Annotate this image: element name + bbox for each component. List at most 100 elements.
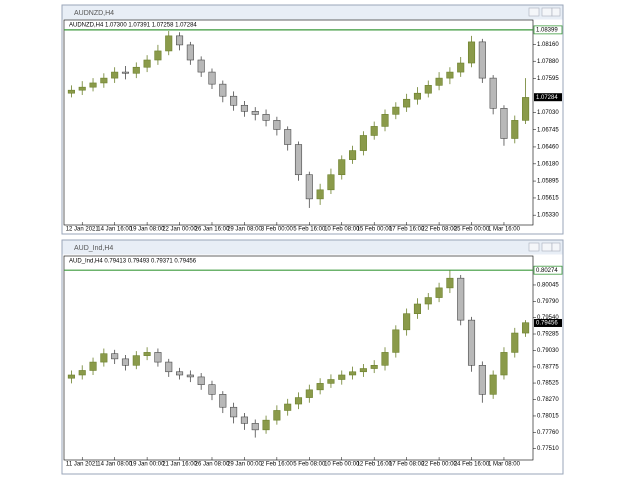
candle-body: [273, 410, 281, 421]
last-price-tag: [534, 93, 562, 102]
y-tick-label: 1.05895: [537, 179, 559, 185]
candle-body: [457, 277, 465, 321]
x-tick-label: 21 Jan 16:00: [162, 462, 197, 468]
candle-body: [338, 374, 346, 380]
y-tick-label: 0.78015: [537, 414, 559, 420]
candle-body: [240, 104, 248, 112]
y-tick-label: 1.06745: [537, 127, 559, 133]
y-tick-label: 1.06180: [537, 161, 559, 167]
y-tick-label: 0.78775: [537, 364, 559, 370]
candle-body: [273, 120, 281, 130]
candle-body: [230, 95, 238, 106]
candle-body: [500, 108, 508, 139]
candle-body: [78, 86, 86, 91]
last-price-tag: [534, 318, 562, 327]
y-tick-label: 1.07030: [537, 110, 559, 116]
x-tick-label: 15 Feb 00:00: [357, 227, 393, 233]
candle-body: [176, 371, 184, 376]
x-tick-label: 5 Feb 16:00: [293, 227, 326, 233]
candle-body: [403, 98, 411, 108]
candle-body: [208, 384, 216, 395]
candle-body: [446, 277, 454, 289]
y-tick-label: 1.07595: [537, 76, 559, 82]
x-tick-label: 14 Jan 16:00: [97, 227, 132, 233]
candle-body: [111, 353, 119, 360]
candle-body: [294, 144, 303, 176]
plot-frame: [63, 19, 534, 226]
window-frame: [61, 239, 564, 475]
candle-body: [392, 106, 400, 115]
candle-body: [511, 120, 519, 139]
candle-body: [294, 397, 303, 405]
x-tick-label: 1 Mar 08:00: [488, 462, 521, 468]
y-tick-label: 0.79540: [537, 315, 559, 321]
close-button[interactable]: [551, 7, 561, 17]
candle-body: [370, 126, 378, 136]
candle-body: [100, 353, 108, 363]
x-tick-label: 24 Feb 16:00: [454, 462, 490, 468]
x-tick-label: 14 Jan 08:00: [97, 462, 132, 468]
candle-body: [251, 111, 259, 115]
candle-body: [511, 332, 519, 353]
close-button[interactable]: [551, 242, 561, 252]
x-tick-label: 26 Jan 16:00: [195, 227, 230, 233]
y-tick-label: 1.08160: [537, 42, 559, 48]
maximize-button[interactable]: [541, 242, 553, 252]
symbol-info: AUD_Ind,H4 0.79413 0.79493 0.79371 0.794…: [69, 259, 197, 265]
candle-body: [165, 361, 173, 373]
candle-body: [435, 77, 443, 86]
y-tick-label: 0.79285: [537, 332, 559, 338]
candle-body: [251, 423, 259, 431]
x-tick-label: 26 Jan 08:00: [195, 462, 230, 468]
maximize-button[interactable]: [541, 7, 553, 17]
candle-body: [100, 77, 108, 84]
candle-body: [489, 374, 497, 395]
minimize-button[interactable]: [528, 242, 540, 252]
y-tick-label: 0.79030: [537, 348, 559, 354]
candle-body: [403, 313, 411, 331]
title-bar: [62, 5, 563, 20]
candle-body: [478, 365, 486, 395]
candle-body: [305, 174, 313, 200]
candle-body: [316, 383, 324, 391]
y-tick-label: 1.05615: [537, 196, 559, 202]
x-tick-label: 3 Feb 00:00: [261, 227, 294, 233]
candle-body: [262, 419, 270, 431]
candle-body: [284, 129, 292, 145]
candle-body: [489, 77, 497, 109]
candle-body: [219, 394, 227, 408]
candle-body: [176, 35, 184, 46]
candle-body: [305, 389, 313, 398]
candle-body: [132, 66, 140, 74]
candle-body: [457, 62, 465, 73]
candle-body: [111, 71, 119, 79]
candle-body: [186, 374, 194, 378]
x-tick-label: 12 Feb 16:00: [357, 462, 393, 468]
plot-frame: [63, 255, 534, 461]
minimize-button[interactable]: [528, 7, 540, 17]
candle-body: [446, 71, 454, 79]
candle-body: [349, 371, 357, 376]
candle-body: [381, 114, 389, 127]
x-tick-label: 12 Jan 2021: [66, 227, 100, 233]
x-tick-label: 11 Jan 2021: [66, 462, 99, 468]
candle-body: [89, 82, 97, 88]
candle-body: [121, 71, 130, 74]
y-tick-label: 0.80045: [537, 283, 559, 289]
x-tick-label: 10 Feb 00:00: [324, 462, 360, 468]
candle-body: [338, 159, 346, 176]
candle-body: [467, 41, 476, 64]
candle-body: [381, 352, 389, 366]
window-title: AUD_Ind,H4: [74, 245, 113, 252]
candle-body: [349, 150, 357, 160]
candle-body: [467, 319, 476, 366]
y-tick-label: 0.77510: [537, 446, 559, 452]
candle-body: [230, 406, 238, 418]
level-tag: [533, 25, 563, 35]
candle-body: [522, 97, 530, 121]
candle-body: [219, 83, 227, 97]
candle-body: [435, 287, 443, 298]
y-tick-label: 1.06460: [537, 145, 559, 151]
candle-body: [89, 361, 97, 371]
